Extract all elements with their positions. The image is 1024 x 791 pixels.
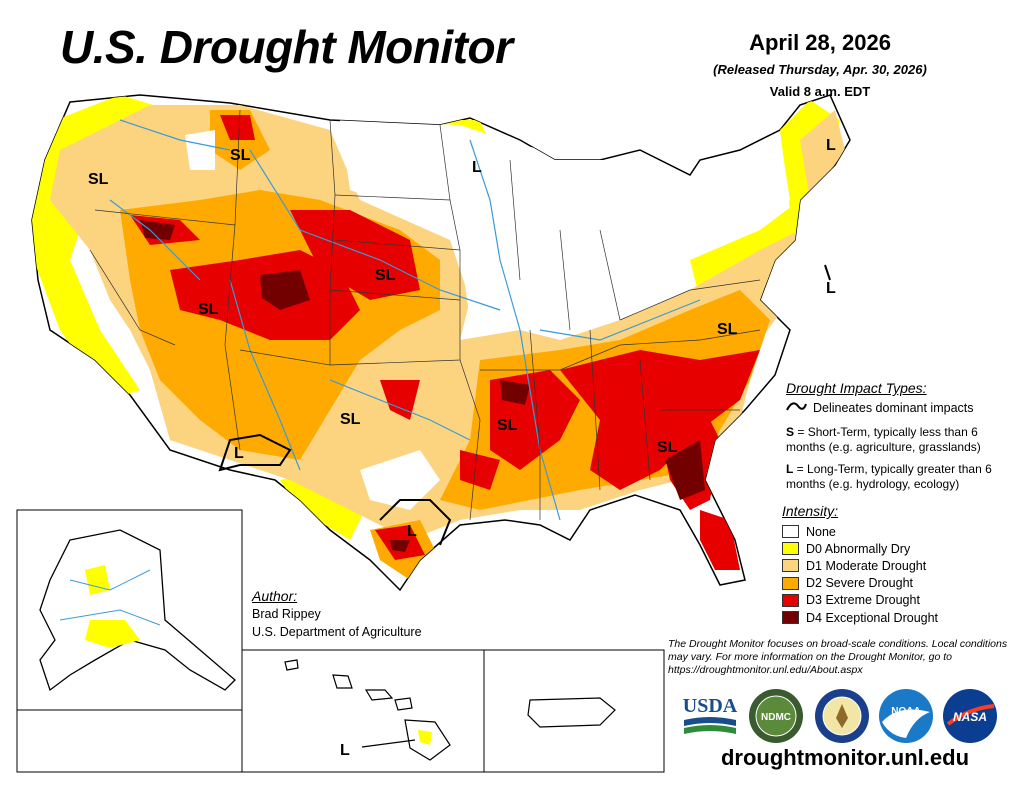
intensity-label: D1 Moderate Drought (806, 558, 927, 573)
map-label-sl-oklahoma: SL (340, 411, 361, 428)
website-url[interactable]: droughtmonitor.unl.edu (720, 745, 970, 770)
nasa-logo: NASA (943, 689, 997, 743)
impact-short-key: S (786, 425, 795, 439)
ndmc-logo-text: NDMC (761, 712, 791, 723)
intensity-label: None (806, 524, 836, 539)
intensity-label: D0 Abnormally Dry (806, 541, 911, 556)
disclaimer-note: The Drought Monitor focuses on broad-sca… (668, 638, 1008, 676)
author-title: Author: (252, 588, 298, 604)
intensity-item: D2 Severe Drought (782, 575, 938, 592)
swatch-d0 (782, 542, 799, 556)
map-label-sl-utah: SL (198, 301, 219, 318)
impact-lines (218, 264, 831, 546)
puerto-rico-outline (527, 697, 616, 728)
impact-long-term: L = Long-Term, typically greater than 6 … (786, 462, 1016, 492)
impact-long-desc: = Long-Term, typically greater than 6 mo… (786, 462, 992, 491)
map-label-sl-georgia: SL (657, 439, 678, 456)
none-areas (185, 120, 790, 510)
impact-types-title: Drought Impact Types: (786, 380, 927, 396)
map-label-l-texas: L (407, 523, 417, 540)
map-label-sl-oregon: SL (88, 171, 109, 188)
impact-long-key: L (786, 462, 794, 476)
d4-areas (140, 220, 705, 552)
map-label-l-newjersey: L (826, 280, 836, 297)
swatch-d3 (782, 593, 799, 607)
intensity-legend: None D0 Abnormally Dry D1 Moderate Droug… (782, 523, 938, 626)
intensity-item: D1 Moderate Drought (782, 557, 938, 574)
impact-line-desc: Delineates dominant impacts (813, 401, 974, 415)
map-label-l-arizona: L (234, 445, 244, 462)
map-label-l-minnesota: L (472, 159, 482, 176)
hawaii-inset-frame (241, 649, 485, 773)
ndmc-logo: NDMC (749, 689, 803, 743)
map-label-sl-virginia: SL (717, 321, 738, 338)
map-label-sl-louisiana: SL (497, 417, 518, 434)
swatch-d1 (782, 559, 799, 573)
intensity-item: D0 Abnormally Dry (782, 540, 938, 557)
intensity-item: D3 Extreme Drought (782, 592, 938, 609)
doc-seal-logo (815, 689, 869, 743)
intensity-item: None (782, 523, 938, 540)
map-label-l-hawaii: L (340, 742, 350, 759)
map-label-sl-nebraska: SL (375, 267, 396, 284)
impact-short-desc: = Short-Term, typically less than 6 mont… (786, 425, 981, 454)
impact-line-legend: Delineates dominant impacts (813, 401, 974, 415)
intensity-label: D2 Severe Drought (806, 576, 914, 591)
impact-short-term: S = Short-Term, typically less than 6 mo… (786, 425, 1016, 455)
nasa-logo-text: NASA (953, 710, 987, 724)
valid-time: Valid 8 a.m. EDT (769, 84, 871, 99)
noaa-logo: NOAA (879, 689, 933, 743)
swatch-d4 (782, 611, 799, 625)
impact-line-glyph (786, 402, 807, 411)
intensity-label: D3 Extreme Drought (806, 593, 920, 608)
usda-logo: USDA (683, 695, 738, 734)
usda-logo-text: USDA (683, 695, 738, 717)
alaska-d0 (85, 565, 140, 648)
intensity-item: D4 Exceptional Drought (782, 609, 938, 626)
map-title: U.S. Drought Monitor (60, 21, 513, 73)
intensity-title: Intensity: (782, 503, 839, 519)
swatch-none (782, 525, 799, 539)
author-name: Brad Rippey (252, 607, 321, 621)
state-boundaries (89, 109, 761, 521)
rivers (109, 119, 701, 521)
map-date: April 28, 2026 (749, 30, 891, 55)
noaa-logo-text: NOAA (891, 706, 920, 717)
map-label-sl-idaho: SL (230, 147, 251, 164)
intensity-label: D4 Exceptional Drought (806, 610, 939, 625)
map-label-l-maine: L (826, 137, 836, 154)
author-org: U.S. Department of Agriculture (252, 625, 422, 639)
release-date: (Released Thursday, Apr. 30, 2026) (713, 62, 927, 77)
swatch-d2 (782, 576, 799, 590)
